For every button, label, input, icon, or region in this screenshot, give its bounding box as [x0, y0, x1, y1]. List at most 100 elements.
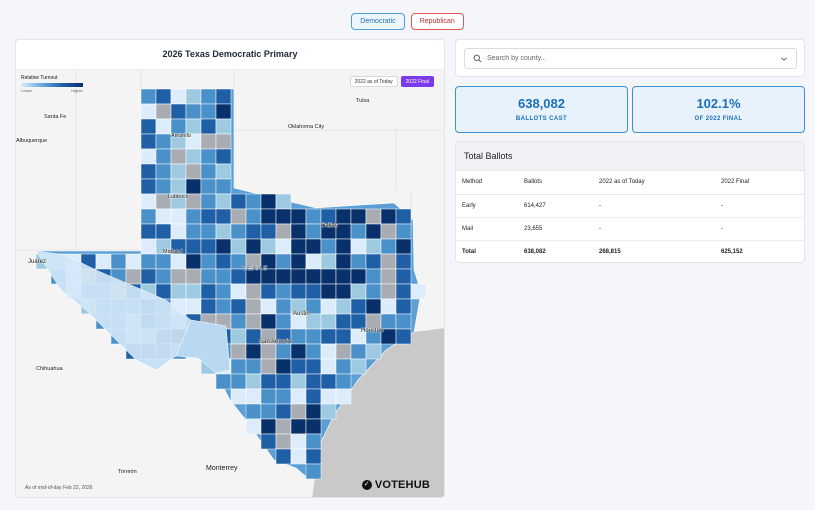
- county-cell[interactable]: [305, 283, 322, 300]
- county-cell[interactable]: [365, 313, 382, 330]
- county-cell[interactable]: [155, 268, 172, 285]
- county-cell[interactable]: [215, 238, 232, 255]
- county-cell[interactable]: [305, 238, 322, 255]
- county-cell[interactable]: [155, 223, 172, 240]
- county-cell[interactable]: [140, 253, 157, 270]
- county-cell[interactable]: [350, 343, 367, 360]
- county-cell[interactable]: [305, 328, 322, 345]
- county-cell[interactable]: [305, 373, 322, 390]
- county-cell[interactable]: [260, 313, 277, 330]
- county-cell[interactable]: [200, 163, 217, 180]
- county-cell[interactable]: [275, 268, 292, 285]
- county-search[interactable]: [464, 48, 797, 69]
- county-cell[interactable]: [260, 433, 277, 450]
- county-cell[interactable]: [245, 298, 262, 315]
- county-cell[interactable]: [140, 193, 157, 210]
- county-cell[interactable]: [140, 148, 157, 165]
- chevron-down-icon[interactable]: [780, 55, 788, 63]
- county-cell[interactable]: [200, 298, 217, 315]
- county-cell[interactable]: [95, 253, 112, 270]
- county-cell[interactable]: [320, 388, 337, 405]
- compare-today-button[interactable]: 2022 as of Today: [349, 76, 398, 87]
- county-cell[interactable]: [290, 253, 307, 270]
- county-cell[interactable]: [350, 298, 367, 315]
- county-cell[interactable]: [290, 268, 307, 285]
- county-cell[interactable]: [215, 268, 232, 285]
- county-cell[interactable]: [275, 433, 292, 450]
- county-cell[interactable]: [305, 223, 322, 240]
- county-cell[interactable]: [230, 298, 247, 315]
- county-cell[interactable]: [140, 88, 157, 105]
- county-cell[interactable]: [350, 313, 367, 330]
- county-cell[interactable]: [245, 313, 262, 330]
- county-cell[interactable]: [320, 253, 337, 270]
- county-cell[interactable]: [395, 283, 412, 300]
- county-cell[interactable]: [185, 238, 202, 255]
- county-cell[interactable]: [275, 343, 292, 360]
- county-cell[interactable]: [275, 283, 292, 300]
- county-cell[interactable]: [350, 238, 367, 255]
- county-cell[interactable]: [230, 343, 247, 360]
- county-cell[interactable]: [290, 388, 307, 405]
- county-cell[interactable]: [395, 313, 412, 330]
- county-cell[interactable]: [140, 238, 157, 255]
- county-cell[interactable]: [230, 328, 247, 345]
- county-cell[interactable]: [200, 223, 217, 240]
- county-cell[interactable]: [185, 283, 202, 300]
- county-cell[interactable]: [335, 373, 352, 390]
- county-cell[interactable]: [275, 358, 292, 375]
- county-cell[interactable]: [320, 208, 337, 225]
- county-cell[interactable]: [185, 208, 202, 225]
- county-cell[interactable]: [335, 253, 352, 270]
- county-cell[interactable]: [290, 283, 307, 300]
- county-cell[interactable]: [260, 358, 277, 375]
- county-cell[interactable]: [155, 208, 172, 225]
- county-cell[interactable]: [350, 283, 367, 300]
- county-cell[interactable]: [380, 298, 397, 315]
- county-cell[interactable]: [215, 223, 232, 240]
- county-cell[interactable]: [245, 193, 262, 210]
- county-cell[interactable]: [200, 253, 217, 270]
- county-cell[interactable]: [230, 223, 247, 240]
- county-cell[interactable]: [215, 193, 232, 210]
- county-cell[interactable]: [305, 448, 322, 465]
- county-cell[interactable]: [260, 418, 277, 435]
- county-cell[interactable]: [170, 163, 187, 180]
- county-cell[interactable]: [305, 358, 322, 375]
- county-cell[interactable]: [275, 208, 292, 225]
- county-cell[interactable]: [260, 208, 277, 225]
- county-cell[interactable]: [290, 373, 307, 390]
- county-cell[interactable]: [140, 163, 157, 180]
- county-cell[interactable]: [395, 253, 412, 270]
- county-cell[interactable]: [290, 238, 307, 255]
- county-cell[interactable]: [335, 268, 352, 285]
- county-cell[interactable]: [395, 328, 412, 345]
- county-cell[interactable]: [155, 148, 172, 165]
- county-cell[interactable]: [245, 403, 262, 420]
- county-cell[interactable]: [395, 223, 412, 240]
- county-cell[interactable]: [305, 463, 322, 480]
- democratic-button[interactable]: Democratic: [351, 13, 405, 30]
- county-cell[interactable]: [215, 208, 232, 225]
- county-cell[interactable]: [170, 148, 187, 165]
- county-cell[interactable]: [290, 223, 307, 240]
- county-cell[interactable]: [245, 283, 262, 300]
- county-cell[interactable]: [290, 448, 307, 465]
- county-cell[interactable]: [350, 268, 367, 285]
- county-cell[interactable]: [290, 208, 307, 225]
- county-cell[interactable]: [200, 178, 217, 195]
- county-cell[interactable]: [185, 163, 202, 180]
- county-cell[interactable]: [335, 283, 352, 300]
- county-cell[interactable]: [230, 193, 247, 210]
- county-cell[interactable]: [380, 238, 397, 255]
- county-cell[interactable]: [200, 208, 217, 225]
- county-cell[interactable]: [155, 253, 172, 270]
- county-cell[interactable]: [200, 193, 217, 210]
- county-cell[interactable]: [305, 343, 322, 360]
- county-cell[interactable]: [275, 238, 292, 255]
- county-cell[interactable]: [185, 298, 202, 315]
- county-cell[interactable]: [215, 118, 232, 135]
- county-cell[interactable]: [290, 433, 307, 450]
- county-cell[interactable]: [140, 133, 157, 150]
- county-cell[interactable]: [365, 268, 382, 285]
